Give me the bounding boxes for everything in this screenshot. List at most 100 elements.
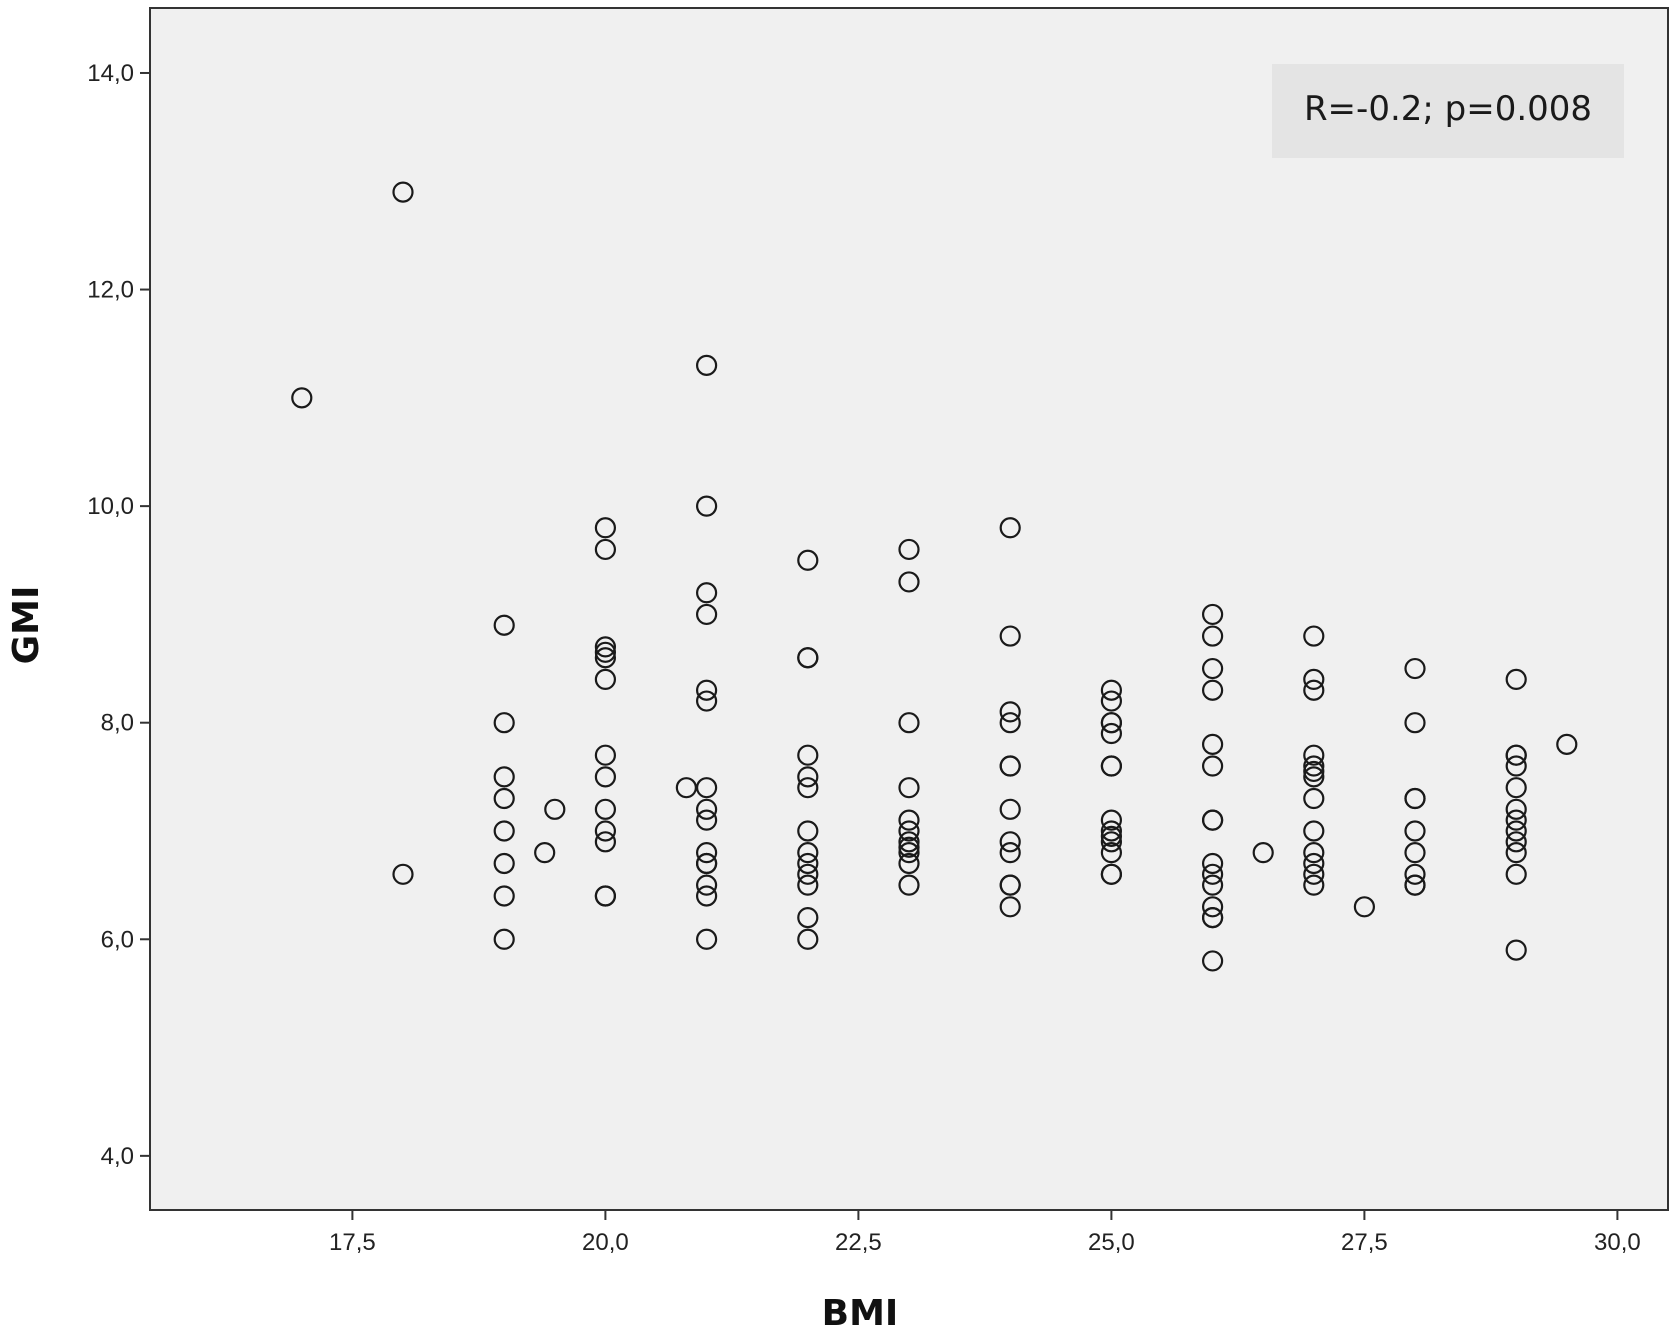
data-point: [695, 852, 718, 875]
data-point: [1201, 679, 1224, 701]
data-point: [999, 755, 1021, 777]
data-point: [594, 885, 617, 907]
data-point: [999, 798, 1021, 820]
data-point: [999, 842, 1021, 864]
data-point: [797, 766, 819, 788]
data-point: [898, 820, 920, 842]
data-point: [1201, 896, 1224, 918]
x-tick-label: 25,0: [1088, 1229, 1135, 1256]
data-point: [695, 809, 718, 831]
data-point: [1303, 679, 1325, 701]
data-point: [1505, 755, 1527, 777]
data-point: [493, 852, 515, 875]
data-point: [1100, 820, 1123, 842]
x-tick-label: 20,0: [582, 1229, 629, 1256]
data-point: [594, 798, 617, 820]
data-point: [1556, 733, 1578, 755]
correlation-annotation: R=-0.2; p=0.008: [1272, 64, 1624, 158]
data-point: [1201, 809, 1224, 831]
data-point: [1505, 668, 1527, 690]
data-point: [898, 538, 920, 561]
data-point: [1505, 831, 1527, 853]
data-point: [594, 636, 617, 658]
data-point: [1404, 863, 1426, 885]
data-point: [797, 907, 819, 929]
data-point: [594, 668, 617, 690]
data-point: [1404, 842, 1426, 864]
data-point: [594, 820, 617, 842]
data-point: [797, 744, 819, 766]
y-tick-label: 10,0: [87, 493, 134, 520]
data-point: [291, 387, 313, 409]
data-point: [1100, 831, 1123, 853]
data-point: [594, 831, 617, 853]
data-point: [695, 874, 718, 896]
data-point: [1201, 733, 1224, 755]
data-point: [1201, 625, 1224, 647]
data-point: [1404, 820, 1426, 842]
data-point: [1303, 842, 1325, 864]
x-axis: 17,5 20,0 22,5 25,0 27,5 30,0: [329, 1210, 1641, 1256]
data-point: [898, 842, 920, 864]
data-point: [493, 820, 515, 842]
data-point: [1201, 950, 1224, 972]
data-point: [594, 517, 617, 539]
data-point: [1303, 744, 1325, 766]
data-point: [999, 712, 1021, 734]
data-point: [898, 712, 920, 734]
data-point: [1201, 863, 1224, 885]
data-point: [1303, 766, 1325, 788]
x-tick-label: 27,5: [1341, 1229, 1388, 1256]
data-point: [999, 874, 1021, 896]
data-point: [695, 928, 718, 950]
data-point: [1201, 755, 1224, 777]
annotation-text: R=-0.2; p=0.008: [1304, 89, 1592, 129]
data-point: [999, 517, 1021, 539]
data-point: [695, 582, 718, 604]
x-tick-label: 17,5: [329, 1229, 376, 1256]
data-point: [493, 885, 515, 907]
data-point: [493, 712, 515, 734]
annotation-box: [1272, 64, 1624, 158]
data-point: [1303, 625, 1325, 647]
data-point: [1201, 907, 1224, 929]
data-point: [1100, 722, 1123, 745]
data-point: [1404, 657, 1426, 680]
y-tick-label: 14,0: [87, 60, 134, 87]
data-point: [1100, 842, 1123, 864]
data-point: [675, 777, 697, 799]
data-point: [797, 852, 819, 875]
data-point: [1303, 668, 1325, 690]
data-point: [797, 647, 819, 669]
data-point: [1201, 657, 1224, 680]
data-point: [797, 549, 819, 571]
data-point: [1505, 863, 1527, 885]
data-point: [1505, 744, 1527, 766]
data-point: [493, 928, 515, 950]
plot-area: [149, 7, 1669, 1211]
data-point: [1201, 603, 1224, 626]
data-point: [999, 625, 1021, 647]
data-point: [1303, 787, 1325, 810]
data-point: [1303, 820, 1325, 842]
data-point: [898, 571, 920, 593]
data-point: [999, 896, 1021, 918]
data-point: [1303, 863, 1325, 885]
data-point: [695, 603, 718, 626]
data-point: [594, 744, 617, 766]
data-point: [695, 354, 718, 376]
data-point: [695, 798, 718, 820]
data-point: [392, 181, 414, 203]
data-point: [695, 842, 718, 864]
data-point: [999, 701, 1021, 723]
data-point: [1404, 787, 1426, 810]
data-point: [1100, 690, 1123, 712]
data-point: [1505, 798, 1527, 820]
data-point: [695, 495, 718, 517]
data-point: [1303, 760, 1325, 783]
data-point: [544, 798, 566, 820]
data-point: [594, 766, 617, 788]
x-tick-label: 30,0: [1594, 1229, 1641, 1256]
data-point: [534, 842, 556, 864]
